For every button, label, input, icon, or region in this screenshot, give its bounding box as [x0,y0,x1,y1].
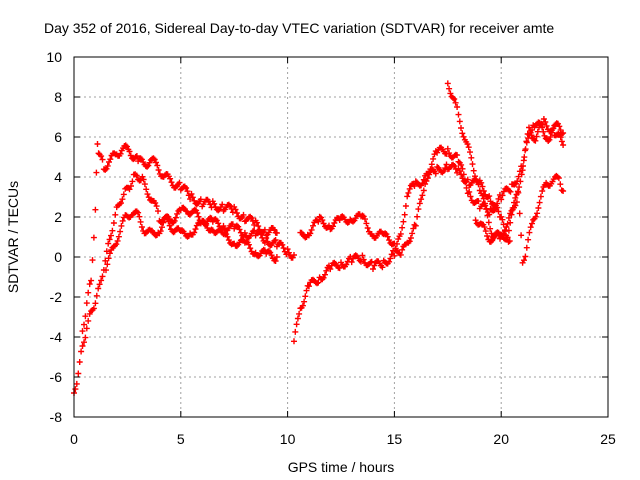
x-axis-label: GPS time / hours [288,459,395,475]
series-track-3 [103,208,280,274]
series-track-7 [472,172,567,266]
y-tick-label-8: 8 [54,89,62,105]
series-track-4 [291,161,513,345]
y-tick-label-9: 10 [46,49,62,65]
y-tick-label-3: -2 [50,289,63,305]
series-track-6 [444,80,567,243]
y-tick-label-6: 4 [54,169,62,185]
x-tick-label-4: 20 [493,431,509,447]
x-tick-label-5: 25 [600,431,616,447]
axis-ticks: 0 5 10 15 20 25 -8 -6 -4 -2 0 2 4 6 8 10 [46,49,616,447]
series-track-5 [297,116,567,258]
x-tick-label-2: 10 [280,431,296,447]
y-tick-label-5: 2 [54,209,62,225]
series-track-2-markers [79,141,280,335]
series-track-6-markers [444,80,567,243]
x-tick-label-0: 0 [70,431,78,447]
y-tick-label-7: 6 [54,129,62,145]
series-track-2 [79,141,280,335]
data-points [71,80,567,396]
grid-lines [74,57,608,417]
series-track-4-markers [291,161,513,345]
y-tick-label-1: -6 [50,369,63,385]
y-axis-label: SDTVAR / TECUs [5,181,21,293]
y-tick-label-0: -8 [50,409,63,425]
plot-frame [73,56,609,418]
y-tick-label-2: -4 [50,329,63,345]
series-track-1 [71,171,297,396]
x-tick-label-3: 15 [387,431,403,447]
series-track-7-markers [472,172,567,266]
series-track-3-markers [103,208,280,274]
x-tick-label-1: 5 [177,431,185,447]
series-track-5-markers [297,116,567,258]
series-track-1-markers [71,171,297,396]
y-tick-label-4: 0 [54,249,62,265]
chart-title: Day 352 of 2016, Sidereal Day-to-day VTE… [44,20,554,36]
